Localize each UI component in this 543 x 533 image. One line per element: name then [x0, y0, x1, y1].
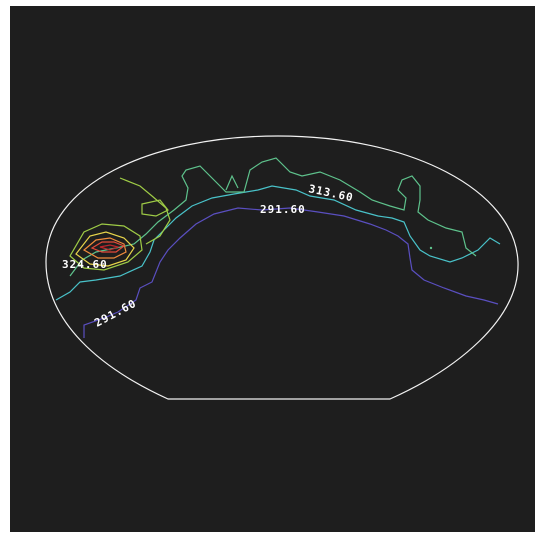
contour-label: 291.60 — [92, 297, 138, 330]
domain-boundary — [45, 135, 519, 400]
contour-label: 313.60 — [307, 182, 354, 204]
contour-line — [141, 199, 169, 217]
contour-label: 291.60 — [260, 203, 306, 216]
contour-line — [225, 174, 239, 191]
contour-line — [75, 231, 135, 267]
contour-line — [55, 185, 501, 301]
contour-line — [69, 157, 477, 277]
contour-label: 324.60 — [62, 258, 108, 271]
contour-line — [69, 223, 143, 271]
contour-line — [82, 237, 127, 259]
contour-line — [90, 241, 126, 253]
contour-line — [83, 207, 499, 338]
contour-line — [99, 244, 121, 251]
contour-line — [429, 246, 433, 250]
